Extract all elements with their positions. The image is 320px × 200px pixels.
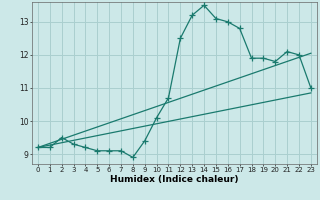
X-axis label: Humidex (Indice chaleur): Humidex (Indice chaleur): [110, 175, 239, 184]
